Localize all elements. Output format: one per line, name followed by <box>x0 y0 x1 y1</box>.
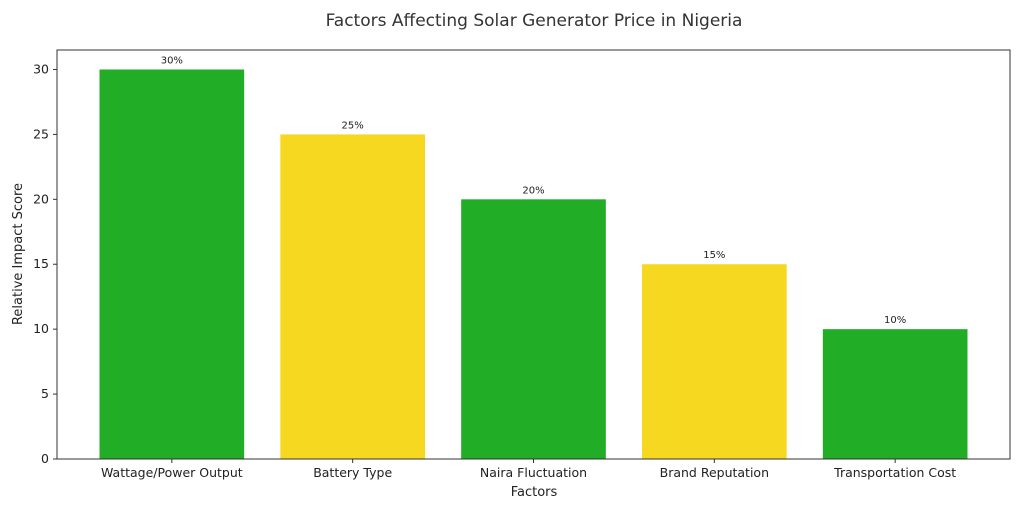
bar <box>822 329 968 459</box>
y-tick-label: 20 <box>33 191 49 206</box>
x-axis-label: Factors <box>511 485 558 500</box>
y-tick-label: 10 <box>33 321 49 336</box>
y-tick-label: 5 <box>41 386 49 401</box>
x-tick-label: Transportation Cost <box>833 465 956 480</box>
x-tick-label: Naira Fluctuation <box>480 465 587 480</box>
data-label: 20% <box>522 185 544 196</box>
y-tick-label: 15 <box>33 256 49 271</box>
y-tick-label: 0 <box>41 451 49 466</box>
y-tick-label: 25 <box>33 126 49 141</box>
bar <box>99 69 245 459</box>
chart-title: Factors Affecting Solar Generator Price … <box>326 11 743 31</box>
bar <box>280 134 425 459</box>
data-label: 30% <box>161 55 183 66</box>
data-label: 10% <box>884 315 906 326</box>
x-tick-label: Brand Reputation <box>660 465 769 480</box>
x-tick-label: Wattage/Power Output <box>101 465 243 480</box>
data-label: 15% <box>703 250 725 261</box>
plot-frame <box>56 49 1011 460</box>
bar <box>642 264 787 459</box>
y-axis-label: Relative Impact Score <box>11 183 26 325</box>
y-tick-label: 30 <box>33 61 49 76</box>
x-tick-label: Battery Type <box>313 465 392 480</box>
bar <box>461 199 606 460</box>
data-label: 25% <box>342 120 364 131</box>
